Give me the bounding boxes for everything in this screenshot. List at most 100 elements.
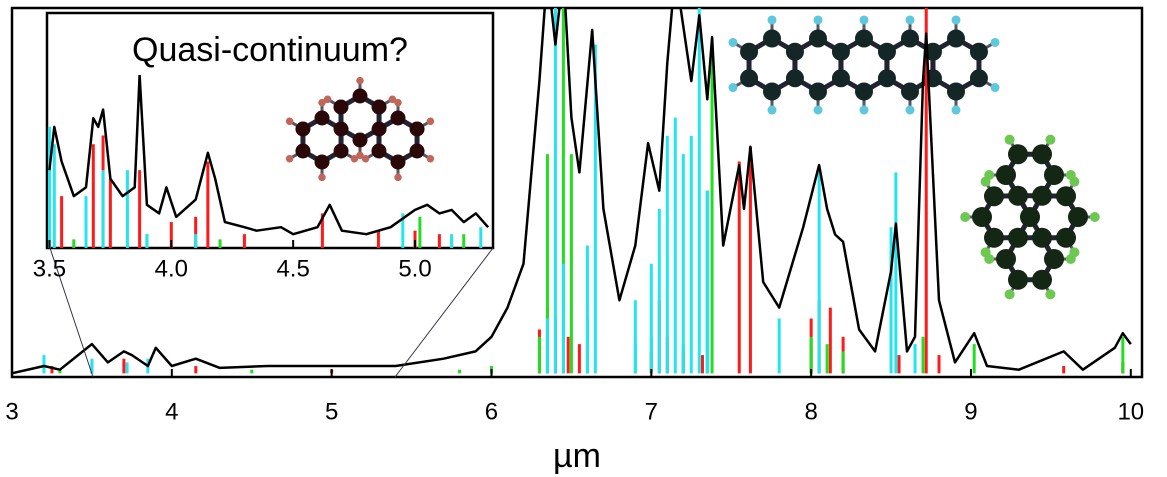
carbon-atom: [1032, 228, 1052, 248]
carbon-atom: [832, 69, 850, 87]
carbon-atom: [1032, 144, 1052, 164]
x-tick-label: 4: [165, 398, 178, 425]
x-tick-label: 4.0: [155, 255, 188, 282]
carbon-atom: [786, 43, 804, 61]
hydrogen-atom: [860, 15, 869, 24]
carbon-atom: [878, 69, 896, 87]
hydrogen-atom: [984, 254, 994, 264]
hydrogen-atom: [362, 155, 370, 163]
hydrogen-atom: [1005, 135, 1015, 145]
hydrogen-atom: [394, 174, 402, 182]
carbon-atom: [295, 144, 310, 159]
carbon-atom: [855, 30, 873, 48]
x-tick-label: 3.5: [33, 255, 66, 282]
carbon-atom: [1032, 270, 1052, 290]
carbon-atom: [878, 43, 896, 61]
carbon-atom: [970, 43, 988, 61]
hydrogen-atom: [318, 174, 326, 182]
x-tick-label: 4.5: [276, 255, 309, 282]
carbon-atom: [1044, 165, 1064, 185]
carbon-atom: [391, 155, 406, 170]
hydrogen-atom: [728, 38, 737, 47]
inset-title: Quasi-continuum?: [132, 31, 408, 69]
x-axis-label: µm: [553, 437, 601, 475]
carbon-atom: [855, 83, 873, 101]
carbon-atom: [371, 144, 386, 159]
hydrogen-atom: [952, 106, 961, 115]
carbon-atom: [334, 144, 349, 159]
carbon-atom: [1008, 186, 1028, 206]
hydrogen-atom: [394, 99, 402, 107]
carbon-atom: [809, 83, 827, 101]
hydrogen-atom: [1066, 254, 1076, 264]
carbon-atom: [1068, 207, 1088, 227]
carbon-atom: [372, 122, 387, 137]
carbon-atom: [1008, 144, 1028, 164]
hydrogen-atom: [427, 155, 435, 163]
hydrogen-atom: [1090, 212, 1100, 222]
hydrogen-atom: [1045, 289, 1055, 299]
carbon-atom: [315, 155, 330, 170]
hydrogen-atom: [814, 106, 823, 115]
carbon-atom: [353, 133, 368, 148]
carbon-atom: [1032, 186, 1052, 206]
carbon-atom: [295, 122, 310, 137]
carbon-atom: [984, 186, 1004, 206]
carbon-atom: [1056, 186, 1076, 206]
hydrogen-atom: [991, 83, 1000, 92]
carbon-atom: [1008, 270, 1028, 290]
hydrogen-atom: [1045, 135, 1055, 145]
hydrogen-atom: [1005, 289, 1015, 299]
x-tick-label: 5: [325, 398, 338, 425]
hydrogen-atom: [906, 106, 915, 115]
hydrogen-atom: [991, 38, 1000, 47]
carbon-atom: [1008, 228, 1028, 248]
hydrogen-atom: [768, 15, 777, 24]
carbon-atom: [740, 43, 758, 61]
carbon-atom: [1044, 249, 1064, 269]
carbon-atom: [1056, 228, 1076, 248]
hydrogen-atom: [1069, 177, 1079, 187]
carbon-atom: [809, 30, 827, 48]
carbon-atom: [372, 100, 387, 115]
carbon-atom: [763, 30, 781, 48]
x-tick-label: 9: [964, 398, 977, 425]
carbon-atom: [832, 43, 850, 61]
carbon-atom: [970, 69, 988, 87]
carbon-atom: [901, 83, 919, 101]
carbon-atom: [947, 83, 965, 101]
hydrogen-atom: [906, 15, 915, 24]
carbon-atom: [1020, 207, 1040, 227]
carbon-atom: [353, 89, 368, 104]
x-tick-label: 6: [485, 398, 498, 425]
x-tick-label: 5.0: [398, 255, 431, 282]
hydrogen-atom: [356, 77, 364, 85]
carbon-atom: [334, 122, 349, 137]
hydrogen-atom: [728, 83, 737, 92]
carbon-atom: [315, 111, 330, 126]
x-tick-label: 10: [1117, 398, 1144, 425]
carbon-atom: [996, 249, 1016, 269]
hydrogen-atom: [981, 177, 991, 187]
carbon-atom: [947, 30, 965, 48]
hydrogen-atom: [768, 106, 777, 115]
hydrogen-atom: [286, 155, 294, 163]
hydrogen-atom: [814, 15, 823, 24]
hydrogen-atom: [960, 212, 970, 222]
hydrogen-atom: [952, 15, 961, 24]
carbon-atom: [972, 207, 992, 227]
hydrogen-atom: [286, 118, 294, 126]
carbon-atom: [996, 165, 1016, 185]
carbon-atom: [984, 228, 1004, 248]
molecules: [728, 15, 1099, 299]
carbon-atom: [786, 69, 804, 87]
carbon-atom: [333, 100, 348, 115]
chart: 345678910 Quasi-continuum? µm 3.54.04.55…: [0, 0, 1167, 477]
carbon-atom: [391, 111, 406, 126]
hydrogen-atom: [324, 96, 332, 104]
carbon-atom: [740, 69, 758, 87]
carbon-atom: [410, 122, 425, 137]
x-tick-label: 3: [5, 398, 18, 425]
carbon-atom: [763, 83, 781, 101]
hydrogen-atom: [427, 118, 435, 126]
